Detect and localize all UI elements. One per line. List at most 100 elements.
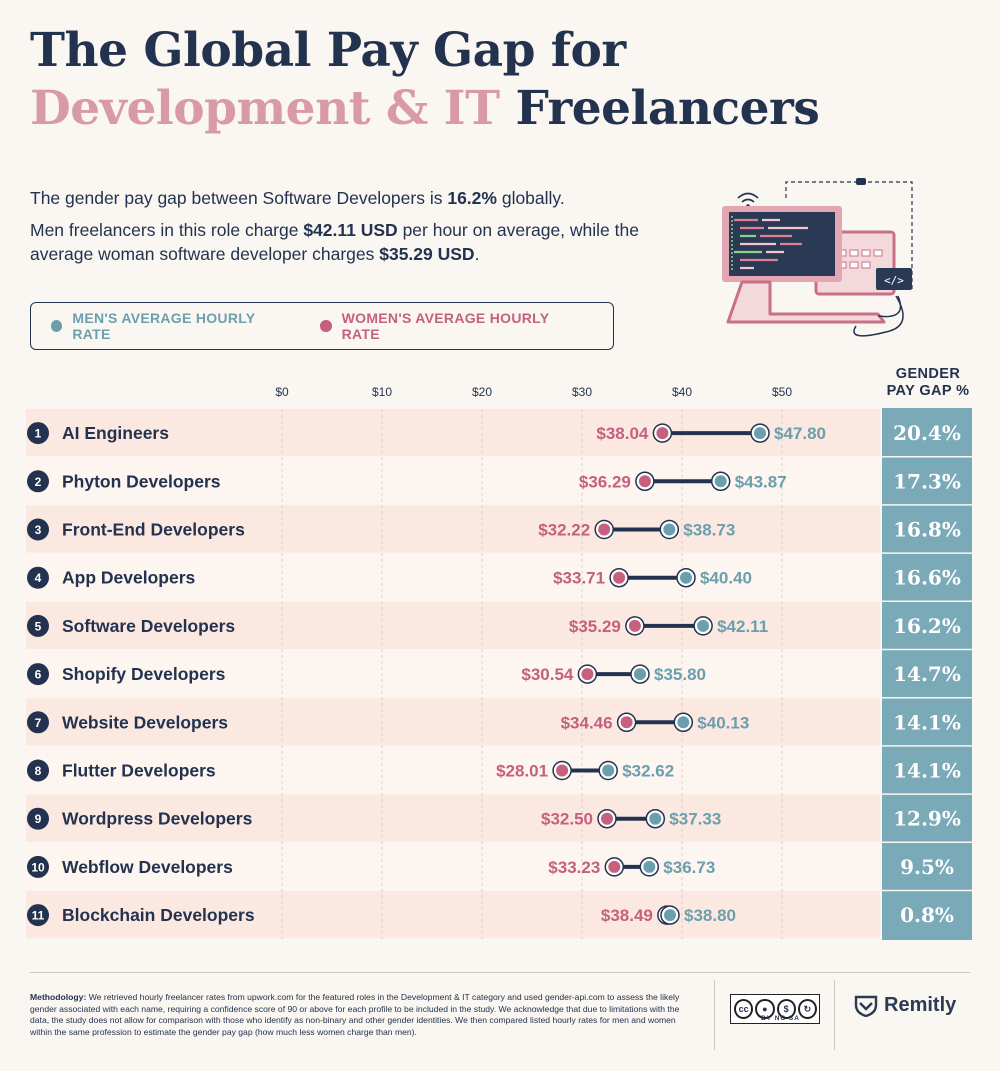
women-value-label: $38.04 (596, 424, 649, 443)
cc-terms: BY NC SA (761, 1015, 800, 1022)
brand-name: Remitly (884, 993, 957, 1016)
methodology-body: We retrieved hourly freelancer rates fro… (30, 992, 680, 1037)
women-point (628, 619, 641, 632)
rank-number: 1 (35, 427, 42, 441)
men-value-label: $36.73 (663, 858, 715, 877)
legend-men-label: MEN'S AVERAGE HOURLY RATE (72, 310, 256, 342)
rank-number: 7 (35, 716, 42, 730)
women-point (613, 571, 626, 584)
intro-p2-mid: per hour on average, while the average w… (30, 220, 639, 264)
rank-badge (27, 470, 49, 493)
x-tick-label: $40 (672, 385, 692, 399)
men-point (754, 427, 766, 440)
gap-value-label: 12.9% (893, 807, 961, 831)
category-label: AI Engineers (62, 423, 169, 443)
intro-p2-bold1: $42.11 USD (303, 220, 398, 240)
gap-value-label: 14.7% (893, 662, 961, 686)
x-tick-label: $30 (572, 385, 592, 399)
title-rest: Freelancers (499, 81, 820, 136)
x-tick-label: $10 (372, 385, 392, 399)
rank-badge (27, 614, 49, 637)
x-tick-label: $20 (472, 385, 492, 399)
rank-number: 4 (35, 571, 42, 585)
women-dot-icon (320, 320, 332, 332)
women-value-label: $32.22 (538, 521, 590, 540)
row-background (26, 891, 880, 939)
men-value-label: $40.40 (700, 569, 752, 588)
women-value-label: $28.01 (496, 762, 548, 781)
gap-value-label: 16.8% (893, 518, 961, 542)
gap-value-label: 17.3% (893, 469, 961, 493)
category-label: App Developers (62, 568, 195, 588)
women-value-label: $32.50 (541, 810, 593, 829)
row-background (26, 794, 880, 842)
nc-icon: $ (776, 999, 796, 1019)
legend: MEN'S AVERAGE HOURLY RATE WOMEN'S AVERAG… (30, 302, 614, 350)
women-value-label: $38.49 (601, 906, 653, 925)
gap-value-label: 14.1% (893, 710, 961, 734)
rank-number: 6 (35, 668, 42, 682)
rank-badge (27, 855, 49, 878)
gap-column-background (882, 408, 972, 940)
men-point (714, 475, 727, 488)
gap-value-label: 14.1% (893, 759, 961, 783)
rank-number: 11 (32, 909, 45, 923)
row-background (26, 842, 880, 890)
dumbbell-chart: $0 $10 $20 $30 $40 $50 1 AI Engineers $38.04 $47.… (26, 385, 972, 940)
category-label: Blockchain Developers (62, 905, 255, 925)
men-value-label: $32.62 (622, 762, 674, 781)
women-point (608, 860, 621, 873)
rank-badge (27, 759, 49, 782)
intro-paragraph-1: The gender pay gap between Software Deve… (30, 186, 670, 210)
row-background (26, 505, 880, 553)
gap-column-header: GENDER PAY GAP % (880, 366, 976, 400)
intro-p2-bold2: $35.29 USD (379, 244, 475, 264)
men-point (664, 909, 676, 922)
rank-badge (27, 422, 49, 445)
remitly-logo: Remitly (854, 993, 956, 1017)
intro-paragraph-2: Men freelancers in this role charge $42.… (30, 218, 670, 266)
row-background (26, 457, 880, 505)
men-dot-icon (51, 320, 63, 332)
methodology-label: Methodology: (30, 992, 87, 1002)
men-point (643, 860, 656, 873)
rank-badge (27, 904, 49, 927)
men-point (663, 523, 676, 536)
rank-badge (27, 663, 49, 686)
women-value-label: $33.71 (553, 569, 605, 588)
men-point (634, 668, 646, 681)
men-value-label: $40.13 (697, 713, 749, 732)
rank-number: 10 (31, 860, 45, 874)
legend-men: MEN'S AVERAGE HOURLY RATE (51, 310, 286, 342)
intro-p1-post: globally. (496, 188, 565, 208)
category-label: Shopify Developers (62, 664, 226, 684)
title-line-1: The Global Pay Gap for (30, 23, 626, 78)
women-value-label: $30.54 (521, 665, 574, 684)
gap-value-label: 0.8% (900, 903, 954, 927)
category-label: Wordpress Developers (62, 809, 253, 829)
men-value-label: $42.11 (717, 617, 768, 636)
page-title: The Global Pay Gap for Development & IT … (30, 22, 820, 138)
rank-number: 3 (35, 523, 42, 537)
women-value-label: $35.29 (569, 617, 621, 636)
cc-icon: cc (734, 999, 754, 1019)
svg-text:</>: </> (884, 274, 904, 287)
men-point (649, 812, 662, 825)
legend-women: WOMEN'S AVERAGE HOURLY RATE (320, 310, 579, 342)
men-value-label: $37.33 (669, 810, 721, 829)
x-tick-label: $50 (772, 385, 792, 399)
title-highlight: Development & IT (30, 81, 500, 136)
laptop-illustration-icon: </> (722, 178, 913, 337)
women-value-label: $34.46 (561, 713, 613, 732)
gap-value-label: 20.4% (893, 421, 961, 445)
men-value-label: $43.87 (735, 472, 787, 491)
creative-commons-badge: cc ● $ ↻ BY NC SA (730, 994, 820, 1024)
sa-icon: ↻ (797, 999, 817, 1019)
remitly-shield-icon (854, 995, 878, 1017)
gap-header-line-1: GENDER (895, 366, 961, 382)
rank-number: 9 (35, 812, 42, 826)
rank-badge (27, 566, 49, 589)
x-tick-label: $0 (275, 385, 289, 399)
men-value-label: $38.80 (684, 906, 736, 925)
row-background (26, 553, 880, 601)
